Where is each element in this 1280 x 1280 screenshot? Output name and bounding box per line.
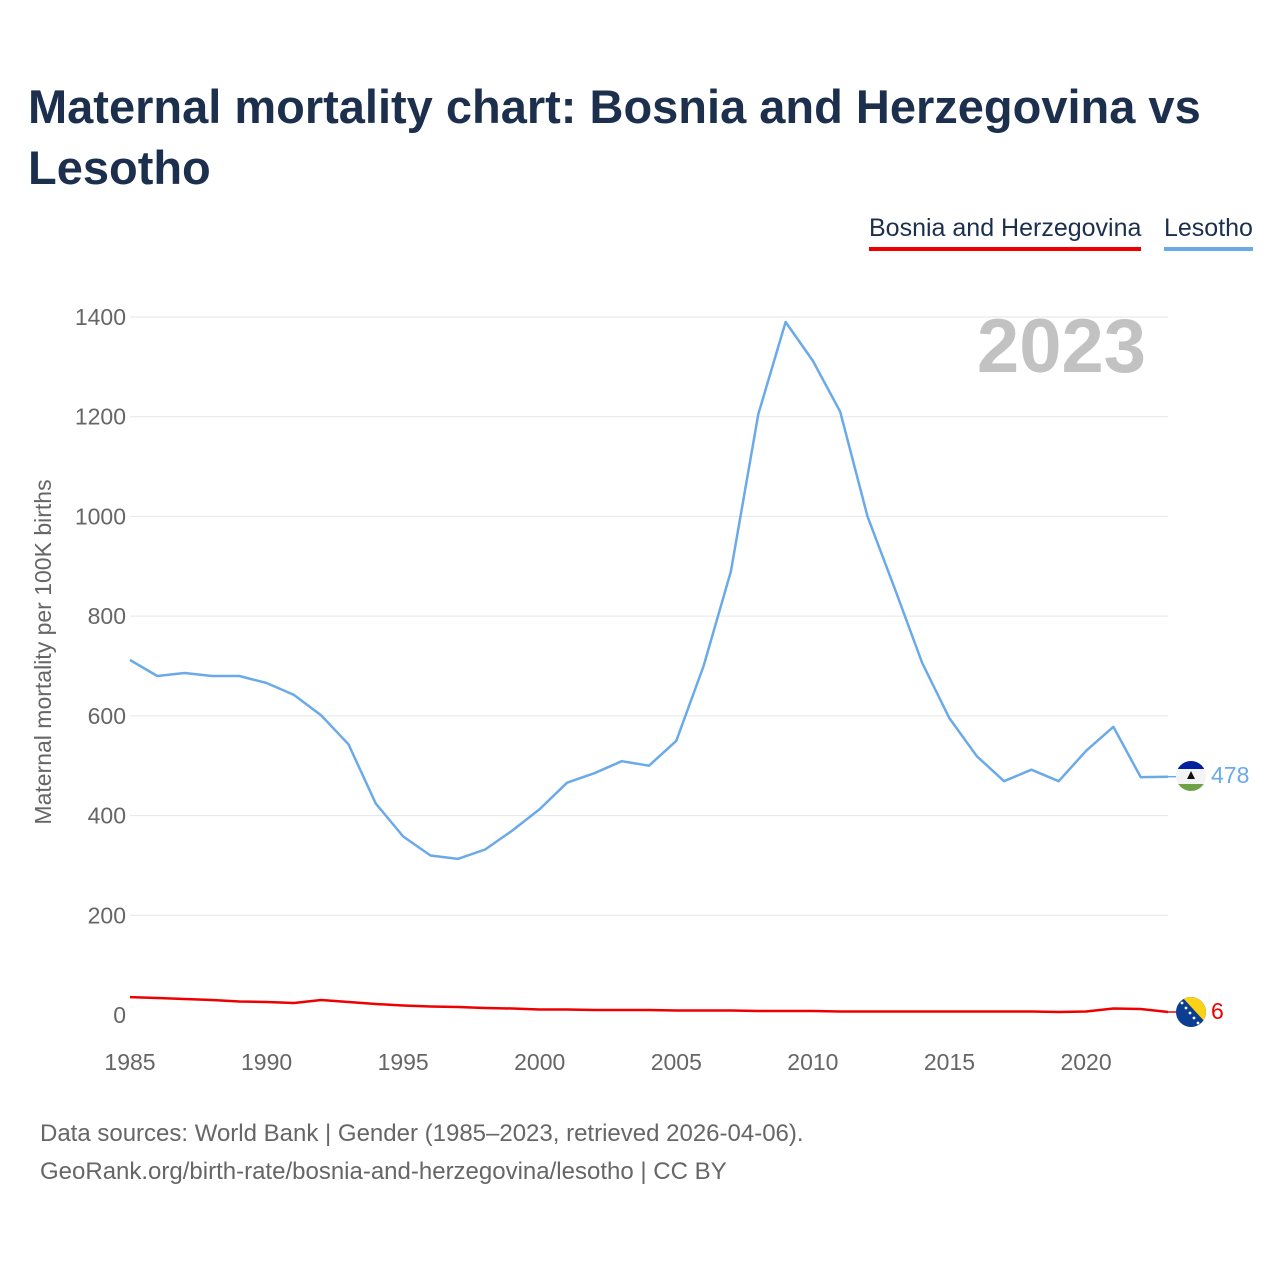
lesotho-flag-icon bbox=[1176, 761, 1206, 791]
y-tick-label-0: 0 bbox=[113, 1002, 126, 1028]
y-tick-label-1200: 1200 bbox=[75, 404, 126, 430]
x-tick-label-1990: 1990 bbox=[241, 1049, 292, 1075]
x-tick-label-1985: 1985 bbox=[104, 1049, 155, 1075]
y-tick-label-600: 600 bbox=[88, 703, 126, 729]
y-axis-tick-labels: 0 200 400 600 800 1000 1200 1400 bbox=[75, 304, 126, 1028]
x-tick-label-2005: 2005 bbox=[651, 1049, 702, 1075]
page-title: Maternal mortality chart: Bosnia and Her… bbox=[28, 80, 1201, 194]
year-watermark: 2023 bbox=[977, 304, 1146, 389]
line-chart: 0 200 400 600 800 1000 1200 1400 1985 1990 1995 20… bbox=[30, 304, 1249, 1075]
y-tick-label-1400: 1400 bbox=[75, 304, 126, 330]
series-lines bbox=[129, 320, 1176, 1014]
x-tick-label-2000: 2000 bbox=[514, 1049, 565, 1075]
legend-item-lesotho[interactable]: Lesotho bbox=[1164, 214, 1253, 251]
gridlines bbox=[130, 316, 1168, 916]
bosnia-flag-icon bbox=[1176, 997, 1206, 1027]
x-tick-label-1995: 1995 bbox=[378, 1049, 429, 1075]
legend-item-bosnia-and-herzegovina[interactable]: Bosnia and Herzegovina bbox=[869, 214, 1142, 251]
end-label-lesotho: 478 bbox=[1211, 762, 1249, 788]
end-label-bosnia-and-herzegovina: 6 bbox=[1211, 998, 1224, 1024]
attribution-link[interactable]: GeoRank.org/birth-rate/bosnia-and-herzeg… bbox=[40, 1158, 727, 1185]
x-tick-label-2010: 2010 bbox=[787, 1049, 838, 1075]
x-tick-label-2015: 2015 bbox=[924, 1049, 975, 1075]
series-line-lesotho[interactable] bbox=[129, 320, 1169, 861]
x-axis-tick-labels: 1985 1990 1995 2000 2005 2010 2015 2020 bbox=[104, 1049, 1111, 1075]
y-axis-label: Maternal mortality per 100K births bbox=[30, 479, 56, 824]
y-tick-label-1000: 1000 bbox=[75, 503, 126, 529]
series-line-bosnia-and-herzegovina[interactable] bbox=[129, 995, 1169, 1014]
y-tick-label-800: 800 bbox=[88, 603, 126, 629]
y-tick-label-400: 400 bbox=[88, 803, 126, 829]
x-tick-label-2020: 2020 bbox=[1060, 1049, 1111, 1075]
data-source-note: Data sources: World Bank | Gender (1985–… bbox=[40, 1120, 804, 1147]
y-tick-label-200: 200 bbox=[88, 902, 126, 928]
